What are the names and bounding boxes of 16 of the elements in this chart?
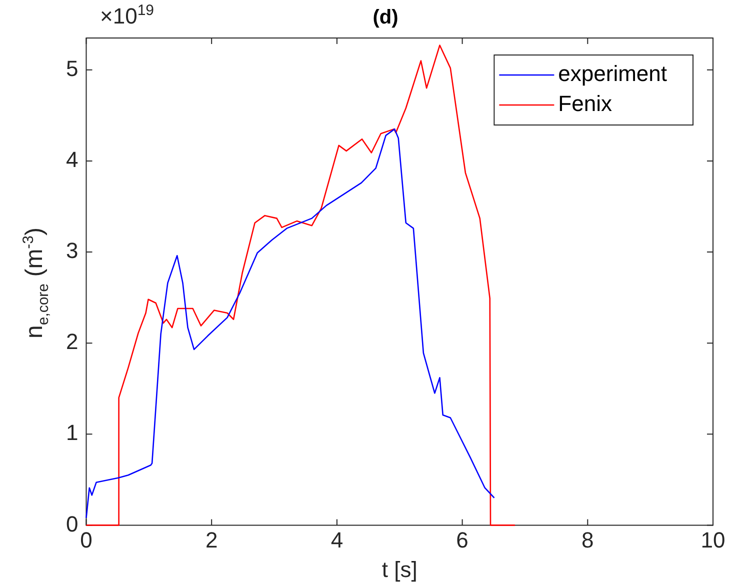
x-tick-label: 4 bbox=[330, 527, 344, 552]
y-tick-label: 3 bbox=[66, 238, 78, 264]
y-tick-label: 1 bbox=[66, 420, 78, 446]
x-tick-label: 2 bbox=[205, 527, 218, 552]
x-tick-label: 8 bbox=[582, 527, 594, 552]
legend-label: experiment bbox=[558, 61, 668, 86]
legend-label: Fenix bbox=[558, 91, 612, 116]
y-tick-label: 2 bbox=[66, 329, 78, 354]
text: ×10$^{19}$ bbox=[100, 2, 154, 30]
x-axis-title: t [s] bbox=[382, 556, 418, 582]
chart-title: (d) bbox=[372, 6, 398, 29]
x-tick-label: 10 bbox=[700, 527, 726, 552]
y-tick-label: 4 bbox=[66, 147, 78, 172]
y-tick-label: 0 bbox=[66, 511, 78, 536]
x-tick-label: 6 bbox=[456, 527, 468, 552]
y-tick-label: 5 bbox=[66, 56, 78, 81]
